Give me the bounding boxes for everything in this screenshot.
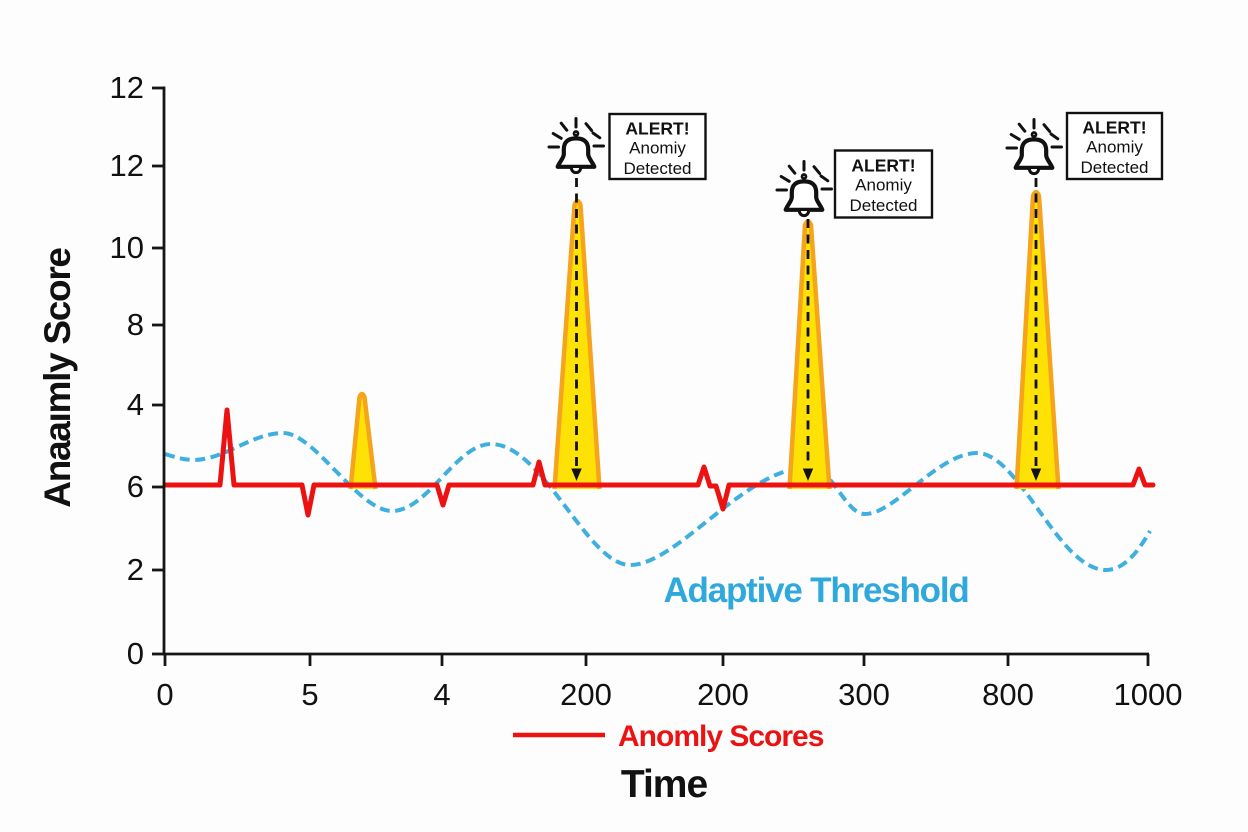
svg-text:6: 6 bbox=[127, 469, 144, 504]
svg-text:12: 12 bbox=[110, 70, 144, 105]
svg-text:800: 800 bbox=[982, 677, 1034, 712]
svg-text:Anomiy: Anomiy bbox=[855, 176, 912, 195]
svg-text:Detected: Detected bbox=[1080, 158, 1148, 177]
svg-text:ALERT!: ALERT! bbox=[1082, 118, 1146, 138]
svg-text:2: 2 bbox=[127, 552, 144, 587]
svg-text:ALERT!: ALERT! bbox=[625, 119, 689, 139]
svg-text:4: 4 bbox=[433, 677, 450, 712]
svg-text:Anomly Scores: Anomly Scores bbox=[618, 720, 824, 753]
svg-text:Anomiy: Anomiy bbox=[629, 139, 686, 158]
svg-text:Detected: Detected bbox=[623, 159, 691, 178]
svg-text:8: 8 bbox=[127, 307, 144, 342]
svg-text:0: 0 bbox=[127, 636, 144, 671]
svg-text:1000: 1000 bbox=[1114, 677, 1183, 712]
svg-text:12: 12 bbox=[110, 148, 144, 183]
svg-text:10: 10 bbox=[110, 230, 144, 265]
svg-text:ALERT!: ALERT! bbox=[851, 156, 915, 176]
svg-text:4: 4 bbox=[127, 387, 144, 422]
svg-text:200: 200 bbox=[697, 677, 749, 712]
svg-text:Anaaımly Score: Anaaımly Score bbox=[37, 248, 78, 508]
svg-text:Adaptive Threshold: Adaptive Threshold bbox=[663, 571, 968, 610]
svg-text:Time: Time bbox=[621, 763, 708, 806]
svg-text:200: 200 bbox=[560, 677, 612, 712]
svg-text:5: 5 bbox=[301, 677, 318, 712]
svg-text:0: 0 bbox=[156, 677, 173, 712]
svg-text:Detected: Detected bbox=[849, 196, 917, 215]
svg-text:Anomiy: Anomiy bbox=[1086, 138, 1143, 157]
svg-text:300: 300 bbox=[838, 677, 890, 712]
